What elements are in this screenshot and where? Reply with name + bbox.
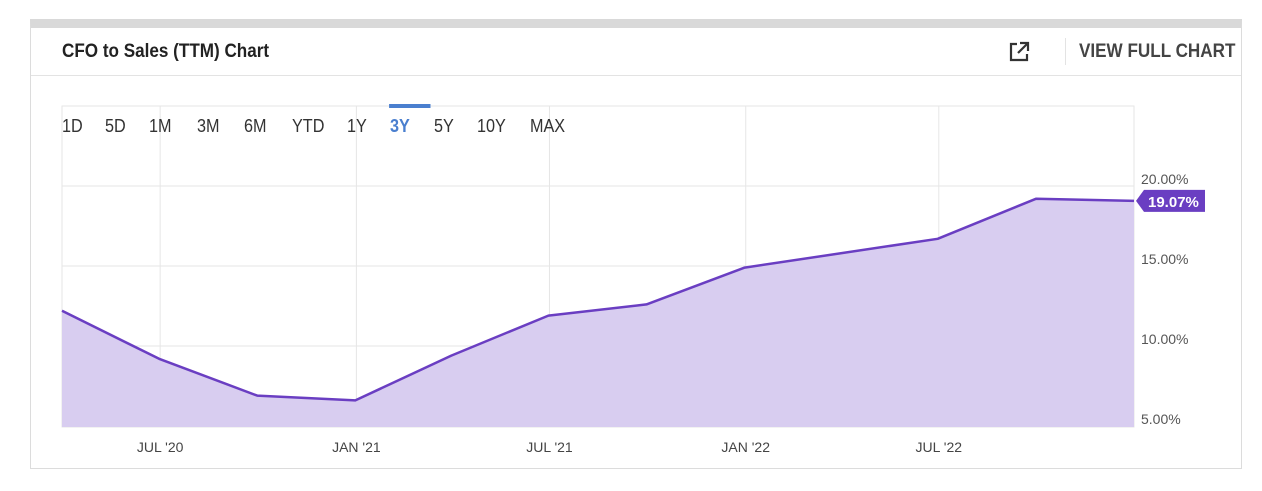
active-range-marker: [389, 104, 431, 108]
x-tick-label: JUL '20: [137, 439, 184, 455]
range-10y[interactable]: 10Y: [477, 116, 525, 137]
card-header: CFO to Sales (TTM) Chart VIEW FULL CHART: [31, 28, 1241, 76]
x-tick-label: JUL '22: [916, 439, 963, 455]
range-1m[interactable]: 1M: [149, 116, 192, 137]
range-3y[interactable]: 3Y: [389, 104, 431, 137]
range-label: MAX: [530, 116, 566, 136]
y-tick-label: 20.00%: [1141, 171, 1188, 187]
series-area: [62, 198, 1134, 427]
last-value-label: 19.07%: [1148, 194, 1199, 211]
range-label: 10Y: [477, 116, 506, 136]
range-label: 1Y: [347, 116, 367, 136]
last-value-badge: [1136, 189, 1205, 212]
external-link-icon[interactable]: [1007, 40, 1031, 64]
x-tick-label: JAN '22: [721, 439, 770, 455]
y-tick-label: 10.00%: [1141, 331, 1188, 347]
range-label: 1D: [62, 116, 83, 136]
range-max[interactable]: MAX: [530, 116, 566, 137]
view-full-chart-link[interactable]: VIEW FULL CHART: [1079, 41, 1236, 62]
range-6m[interactable]: 6M: [244, 116, 287, 137]
y-tick-label: 5.00%: [1141, 411, 1181, 427]
range-label: 6M: [244, 116, 267, 136]
range-label: YTD: [292, 116, 325, 136]
range-label: 1M: [149, 116, 172, 136]
range-5y[interactable]: 5Y: [434, 116, 473, 137]
page-title: CFO to Sales (TTM) Chart: [62, 41, 270, 62]
range-label: 3M: [197, 116, 220, 136]
range-label: 5Y: [434, 116, 454, 136]
range-1d[interactable]: 1D: [62, 116, 101, 137]
range-1y[interactable]: 1Y: [347, 116, 386, 137]
range-label: 3Y: [390, 116, 410, 136]
x-tick-label: JUL '21: [526, 439, 573, 455]
y-tick-label: 15.00%: [1141, 251, 1188, 267]
x-tick-label: JAN '21: [332, 439, 381, 455]
header-divider: [1065, 38, 1066, 65]
range-ytd[interactable]: YTD: [292, 116, 342, 137]
range-label: 5D: [105, 116, 126, 136]
range-5d[interactable]: 5D: [105, 116, 145, 137]
range-selector: 1D 5D 1M 3M 6M YTD 1Y 3Y 5Y 10Y MAX: [62, 104, 570, 137]
range-3m[interactable]: 3M: [197, 116, 239, 137]
